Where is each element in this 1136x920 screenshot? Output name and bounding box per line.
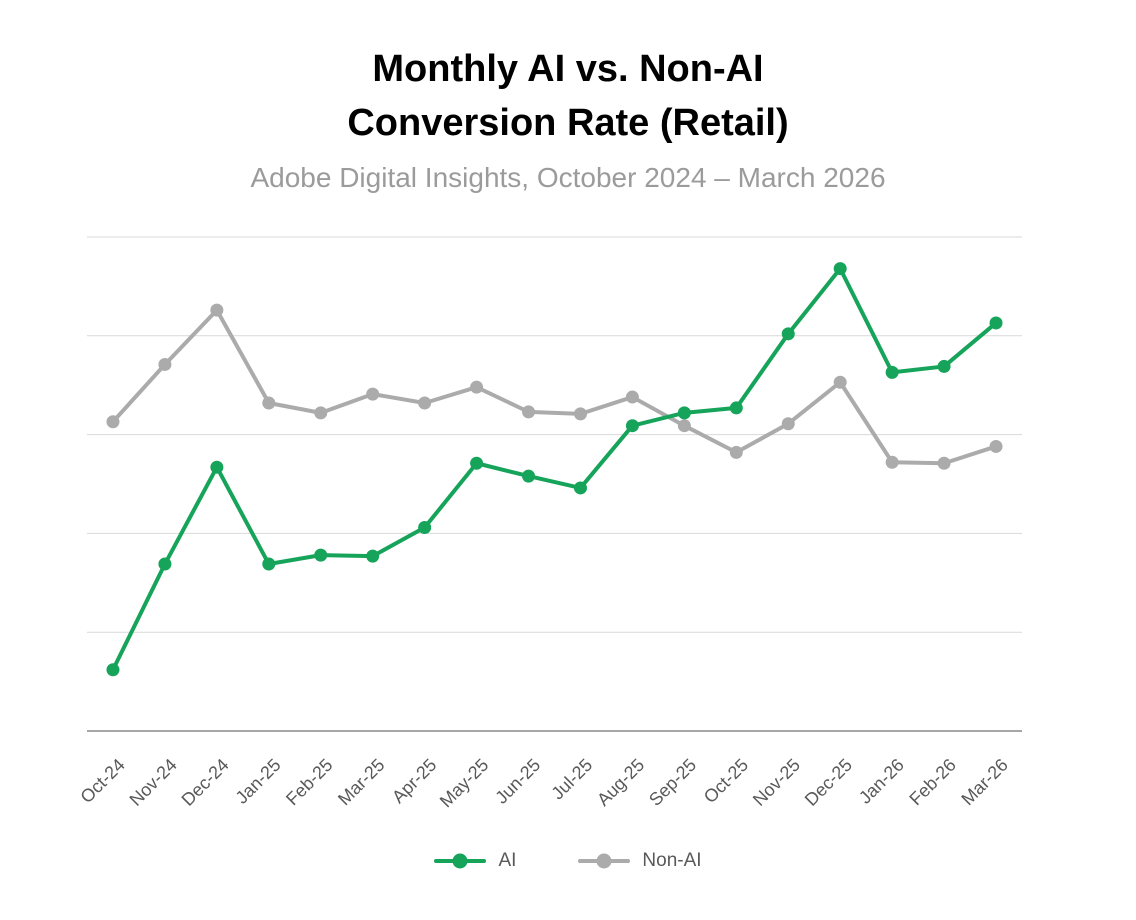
ai-data-point: [781, 327, 795, 341]
x-axis-label: Jan-26: [855, 755, 908, 808]
non-ai-data-point: [366, 387, 380, 401]
ai-data-point: [573, 481, 587, 495]
non-ai-data-point: [677, 419, 691, 433]
x-axis-label: Jul-25: [547, 755, 596, 804]
x-axis-label: Feb-25: [282, 755, 336, 809]
non-ai-data-point: [522, 405, 536, 419]
non-ai-data-point: [158, 357, 172, 371]
non-ai-data-point: [729, 445, 743, 459]
x-axis-label: Dec-24: [178, 755, 233, 810]
non-ai-data-point: [418, 396, 432, 410]
x-axis-label: Feb-26: [905, 755, 959, 809]
legend-item-ai: AI: [434, 850, 516, 872]
ai-data-point: [366, 549, 380, 563]
non-ai-data-point: [262, 396, 276, 410]
ai-data-point: [158, 557, 172, 571]
non-ai-data-point: [781, 417, 795, 431]
chart-title-line-1: Monthly AI vs. Non-AI: [372, 48, 764, 90]
ai-data-point: [262, 557, 276, 571]
legend-label-non-ai: Non-AI: [642, 850, 702, 871]
x-axis-label: Apr-25: [388, 755, 440, 807]
x-axis-label: Oct-25: [700, 755, 752, 807]
non-ai-data-point: [314, 406, 328, 420]
ai-series-line: [110, 266, 999, 672]
legend-label-ai: AI: [498, 850, 517, 871]
ai-data-point: [937, 359, 951, 373]
x-axis-label: Jun-25: [491, 755, 544, 808]
chart-subtitle: Adobe Digital Insights, October 2024 – M…: [250, 162, 886, 193]
non-ai-data-point: [625, 390, 639, 404]
non-ai-dot-marker-icon: [596, 853, 612, 869]
non-ai-data-point: [210, 303, 224, 317]
non-ai-line-marker-icon: [578, 853, 631, 869]
non-ai-data-point: [885, 455, 899, 469]
legend: AI Non-AI: [0, 850, 1136, 872]
x-axis-label: Aug-25: [593, 755, 648, 810]
ai-data-point: [314, 548, 328, 562]
ai-data-point: [470, 456, 484, 470]
x-axis-label: Nov-24: [126, 755, 181, 810]
x-axis-label: Oct-24: [76, 755, 128, 807]
non-ai-series-line: [110, 308, 999, 466]
x-axis-label: Mar-25: [334, 755, 388, 809]
non-ai-data-point: [937, 456, 951, 470]
ai-data-point: [625, 419, 639, 433]
ai-data-point: [989, 316, 1003, 330]
legend-item-non-ai: Non-AI: [578, 850, 702, 872]
non-ai-data-point: [106, 415, 120, 429]
non-ai-data-point: [833, 375, 847, 389]
ai-data-point: [106, 663, 120, 677]
x-axis-label: Jan-25: [232, 755, 285, 808]
ai-data-point: [522, 469, 536, 483]
x-axis-label: Mar-26: [957, 755, 1011, 809]
ai-data-point: [677, 406, 691, 420]
ai-dot-marker-icon: [452, 853, 468, 869]
ai-data-point: [833, 262, 847, 276]
x-axis-label: May-25: [436, 755, 493, 812]
chart-header: Monthly AI vs. Non-AI Conversion Rate (R…: [0, 42, 1136, 194]
ai-line-marker-icon: [434, 853, 487, 869]
chart-title-line-2: Conversion Rate (Retail): [347, 102, 789, 144]
non-ai-data-point: [573, 407, 587, 421]
non-ai-data-point: [470, 380, 484, 394]
x-axis-label: Sep-25: [645, 755, 700, 810]
ai-data-point: [729, 401, 743, 415]
ai-data-point: [885, 365, 899, 379]
x-axis-label: Nov-25: [749, 755, 804, 810]
x-axis-label: Dec-25: [801, 755, 856, 810]
ai-data-point: [210, 460, 224, 474]
non-ai-data-point: [989, 439, 1003, 453]
ai-data-point: [418, 520, 432, 534]
